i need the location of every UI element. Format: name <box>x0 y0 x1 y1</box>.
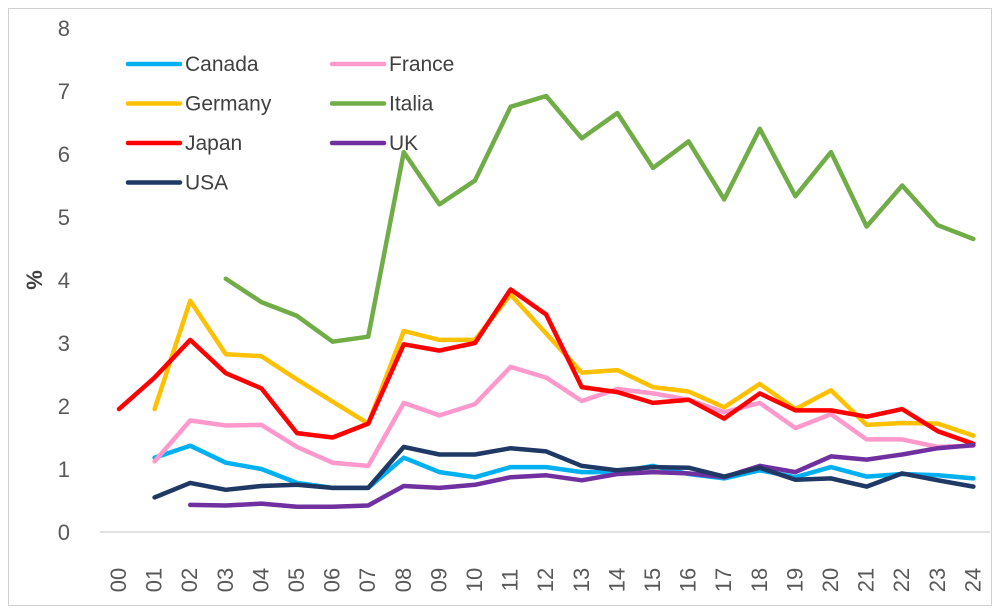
series-line-france <box>152 364 976 469</box>
x-tick-label: 19 <box>782 568 807 592</box>
y-tick-label: 2 <box>58 394 70 419</box>
series-line-uk <box>187 442 976 510</box>
y-tick-label: 6 <box>58 142 70 167</box>
legend-label: USA <box>185 172 228 195</box>
series-line-japan <box>116 287 976 447</box>
x-axis-ticks: 00 01 02 03 04 05 06 07 08 09 10 11 12 13 14 15 16 17 18 19… <box>106 568 985 592</box>
x-tick-label: 05 <box>284 568 309 592</box>
series-line-italia <box>223 93 976 344</box>
x-tick-label: 09 <box>426 568 451 592</box>
x-tick-label: 17 <box>711 568 736 592</box>
y-tick-label: 3 <box>58 331 70 356</box>
legend-label: Germany <box>185 93 272 116</box>
legend-item-canada: Canada <box>125 53 259 76</box>
x-tick-label: 03 <box>213 568 238 592</box>
y-tick-label: 5 <box>58 205 70 230</box>
series-lines <box>116 93 976 510</box>
series-line-canada <box>152 443 976 491</box>
x-tick-label: 07 <box>355 568 380 592</box>
x-tick-label: 02 <box>177 568 202 592</box>
x-tick-label: 16 <box>676 568 701 592</box>
x-tick-label: 13 <box>569 568 594 592</box>
x-tick-label: 20 <box>818 568 843 592</box>
x-tick-label: 10 <box>462 568 487 592</box>
y-axis-ticks: 0 1 2 3 4 5 6 7 8 <box>58 16 70 545</box>
x-tick-label: 15 <box>640 568 665 592</box>
y-axis-label: % <box>22 270 47 290</box>
legend-label: Italia <box>389 93 434 116</box>
x-tick-label: 04 <box>248 568 273 592</box>
legend-label: Japan <box>185 132 242 155</box>
legend-item-uk: UK <box>329 132 418 155</box>
x-tick-label: 11 <box>498 569 523 592</box>
legend-label: France <box>389 53 454 76</box>
x-tick-label: 12 <box>533 568 558 592</box>
legend-item-france: France <box>329 53 454 76</box>
y-tick-label: 0 <box>58 520 70 545</box>
x-tick-label: 18 <box>747 568 772 592</box>
x-tick-label: 01 <box>142 568 167 592</box>
x-tick-label: 00 <box>106 568 131 592</box>
x-tick-label: 21 <box>854 568 879 592</box>
y-tick-label: 8 <box>58 16 70 41</box>
y-tick-label: 7 <box>58 79 70 104</box>
x-tick-label: 24 <box>960 568 985 592</box>
x-tick-label: 23 <box>925 568 950 592</box>
legend-label: Canada <box>185 53 259 76</box>
x-tick-label: 06 <box>320 568 345 592</box>
x-tick-label: 08 <box>391 568 416 592</box>
y-tick-label: 4 <box>58 268 70 293</box>
series-line-usa <box>152 444 976 500</box>
y-tick-label: 1 <box>58 457 70 482</box>
legend-item-usa: USA <box>125 172 228 195</box>
x-tick-label: 22 <box>889 568 914 592</box>
legend-item-germany: Germany <box>125 93 272 116</box>
x-tick-label: 14 <box>604 568 629 592</box>
legend: Canada France Germany Italia Japan UK USA <box>125 53 454 195</box>
legend-item-japan: Japan <box>125 132 242 155</box>
legend-label: UK <box>389 132 418 155</box>
legend-item-italia: Italia <box>329 93 434 116</box>
